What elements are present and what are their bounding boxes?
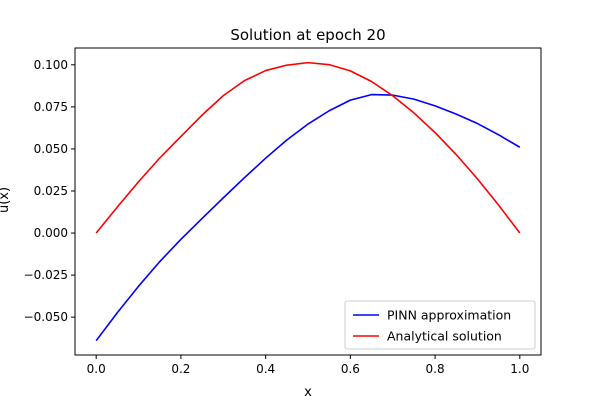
plot-area: 0.0 0.2 0.4 0.6 0.8 1.0 −0.050 −0.025 0.000 0.025… <box>24 47 542 376</box>
chart-title: Solution at epoch 20 <box>230 26 385 44</box>
legend-box <box>344 300 536 350</box>
legend-entry-analytical-solution: Analytical solution <box>387 329 502 344</box>
y-tick-label: −0.025 <box>24 268 68 282</box>
y-tick-label: 0.075 <box>34 100 68 114</box>
x-axis-label: x <box>304 385 312 400</box>
axes-frame <box>74 47 542 356</box>
series-line-analytical-solution <box>95 61 521 234</box>
x-tick-label: 1.0 <box>510 362 529 376</box>
legend: PINN approximation Analytical solution <box>344 300 536 350</box>
x-tick-label: 0.8 <box>426 362 445 376</box>
series-line-pinn-approximation <box>95 93 521 342</box>
y-tick-label: −0.050 <box>24 310 68 324</box>
y-axis-label: u(x) <box>0 187 12 213</box>
x-tick-label: 0.2 <box>171 362 190 376</box>
y-tick-label: 0.100 <box>34 58 68 72</box>
y-tick-label: 0.025 <box>34 184 68 198</box>
x-tick-label: 0.6 <box>341 362 360 376</box>
x-tick-label: 0.0 <box>87 362 106 376</box>
y-tick-label: 0.050 <box>34 142 68 156</box>
y-tick-label: 0.000 <box>34 226 68 240</box>
x-tick-label: 0.4 <box>256 362 275 376</box>
legend-entry-pinn-approximation: PINN approximation <box>387 308 511 323</box>
